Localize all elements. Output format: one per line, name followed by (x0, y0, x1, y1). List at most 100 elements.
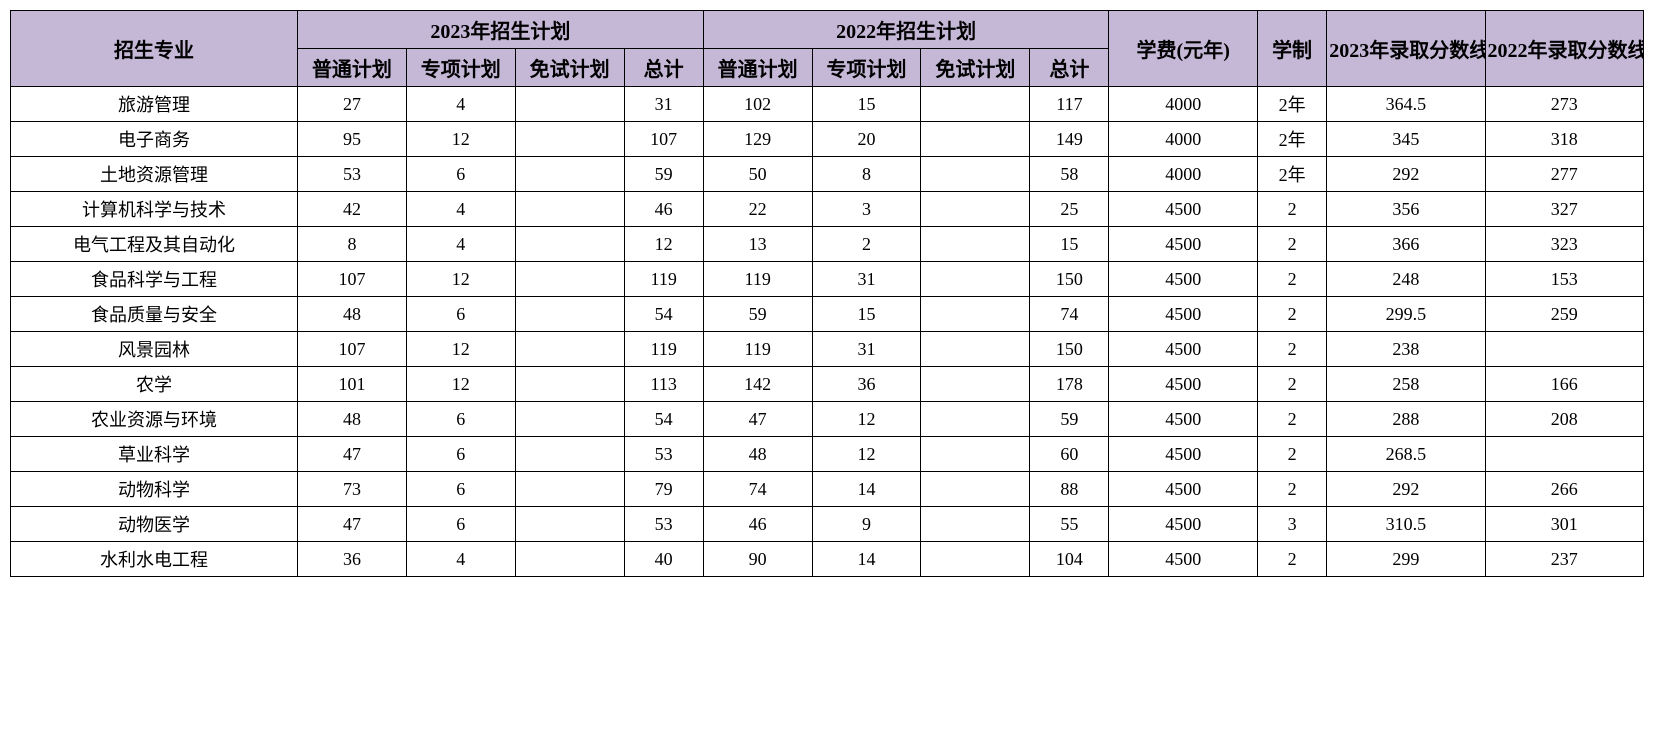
cell-2022-normal: 59 (703, 297, 812, 332)
cell-major: 食品质量与安全 (11, 297, 298, 332)
cell-fee: 4000 (1109, 157, 1257, 192)
cell-2022-exempt (921, 437, 1030, 472)
table-row: 草业科学4765348126045002268.5 (11, 437, 1644, 472)
cell-duration: 3 (1257, 507, 1326, 542)
cell-2022-special: 31 (812, 332, 921, 367)
cell-2023-special: 12 (406, 367, 515, 402)
cell-2022-total: 58 (1030, 157, 1109, 192)
cell-fee: 4500 (1109, 472, 1257, 507)
table-row: 动物科学7367974148845002292266 (11, 472, 1644, 507)
cell-2023-exempt (515, 367, 624, 402)
cell-2023-normal: 47 (298, 437, 407, 472)
cell-2023-exempt (515, 437, 624, 472)
cell-score-2022: 259 (1485, 297, 1643, 332)
cell-2022-exempt (921, 262, 1030, 297)
cell-2022-exempt (921, 367, 1030, 402)
cell-duration: 2 (1257, 437, 1326, 472)
cell-2022-total: 15 (1030, 227, 1109, 262)
cell-major: 食品科学与工程 (11, 262, 298, 297)
cell-2023-normal: 42 (298, 192, 407, 227)
cell-2022-total: 117 (1030, 87, 1109, 122)
cell-fee: 4500 (1109, 297, 1257, 332)
table-body: 旅游管理274311021511740002年364.5273电子商务95121… (11, 87, 1644, 577)
header-2023-total: 总计 (624, 49, 703, 87)
cell-duration: 2 (1257, 472, 1326, 507)
cell-duration: 2 (1257, 262, 1326, 297)
cell-score-2023: 268.5 (1327, 437, 1485, 472)
cell-2022-special: 14 (812, 472, 921, 507)
cell-score-2023: 258 (1327, 367, 1485, 402)
cell-2023-special: 6 (406, 437, 515, 472)
cell-2022-total: 150 (1030, 262, 1109, 297)
header-plan-2022: 2022年招生计划 (703, 11, 1109, 49)
cell-score-2022: 327 (1485, 192, 1643, 227)
cell-2023-total: 53 (624, 437, 703, 472)
cell-2022-special: 3 (812, 192, 921, 227)
cell-2023-normal: 47 (298, 507, 407, 542)
cell-2022-exempt (921, 192, 1030, 227)
cell-major: 风景园林 (11, 332, 298, 367)
header-2023-normal: 普通计划 (298, 49, 407, 87)
cell-score-2022 (1485, 437, 1643, 472)
cell-2022-normal: 129 (703, 122, 812, 157)
cell-2023-special: 6 (406, 297, 515, 332)
cell-major: 水利水电工程 (11, 542, 298, 577)
cell-fee: 4500 (1109, 507, 1257, 542)
cell-2023-special: 4 (406, 542, 515, 577)
cell-2023-normal: 95 (298, 122, 407, 157)
cell-score-2023: 356 (1327, 192, 1485, 227)
cell-score-2022: 153 (1485, 262, 1643, 297)
cell-major: 草业科学 (11, 437, 298, 472)
cell-major: 动物医学 (11, 507, 298, 542)
cell-2022-exempt (921, 87, 1030, 122)
enrollment-table: 招生专业 2023年招生计划 2022年招生计划 学费(元年) 学制 2023年… (10, 10, 1644, 577)
cell-duration: 2 (1257, 297, 1326, 332)
cell-2022-normal: 22 (703, 192, 812, 227)
cell-major: 计算机科学与技术 (11, 192, 298, 227)
cell-2023-exempt (515, 472, 624, 507)
table-row: 电子商务95121071292014940002年345318 (11, 122, 1644, 157)
table-row: 农业资源与环境4865447125945002288208 (11, 402, 1644, 437)
cell-fee: 4500 (1109, 227, 1257, 262)
cell-2022-special: 15 (812, 87, 921, 122)
cell-2023-special: 4 (406, 192, 515, 227)
cell-score-2022: 301 (1485, 507, 1643, 542)
cell-score-2023: 248 (1327, 262, 1485, 297)
cell-2023-normal: 8 (298, 227, 407, 262)
table-row: 土地资源管理536595085840002年292277 (11, 157, 1644, 192)
cell-2023-exempt (515, 192, 624, 227)
cell-major: 电子商务 (11, 122, 298, 157)
cell-2022-special: 20 (812, 122, 921, 157)
cell-duration: 2年 (1257, 87, 1326, 122)
header-score-2022: 2022年录取分数线 (1485, 11, 1643, 87)
table-row: 水利水电工程36440901410445002299237 (11, 542, 1644, 577)
cell-score-2023: 345 (1327, 122, 1485, 157)
cell-2022-normal: 46 (703, 507, 812, 542)
cell-fee: 4500 (1109, 437, 1257, 472)
cell-2022-total: 149 (1030, 122, 1109, 157)
cell-duration: 2 (1257, 227, 1326, 262)
cell-2022-special: 31 (812, 262, 921, 297)
table-row: 动物医学476534695545003310.5301 (11, 507, 1644, 542)
cell-2022-special: 12 (812, 402, 921, 437)
cell-2023-exempt (515, 157, 624, 192)
header-2023-exempt: 免试计划 (515, 49, 624, 87)
cell-2023-exempt (515, 227, 624, 262)
cell-score-2023: 299 (1327, 542, 1485, 577)
cell-2023-total: 53 (624, 507, 703, 542)
cell-major: 农学 (11, 367, 298, 402)
cell-2023-normal: 48 (298, 297, 407, 332)
cell-major: 动物科学 (11, 472, 298, 507)
cell-fee: 4500 (1109, 332, 1257, 367)
cell-2022-total: 178 (1030, 367, 1109, 402)
cell-2022-exempt (921, 227, 1030, 262)
cell-2022-exempt (921, 332, 1030, 367)
cell-2022-normal: 102 (703, 87, 812, 122)
header-score-2023: 2023年录取分数线 (1327, 11, 1485, 87)
cell-2022-special: 8 (812, 157, 921, 192)
cell-score-2022: 266 (1485, 472, 1643, 507)
cell-duration: 2 (1257, 332, 1326, 367)
cell-score-2022: 273 (1485, 87, 1643, 122)
header-2023-special: 专项计划 (406, 49, 515, 87)
cell-score-2022: 237 (1485, 542, 1643, 577)
